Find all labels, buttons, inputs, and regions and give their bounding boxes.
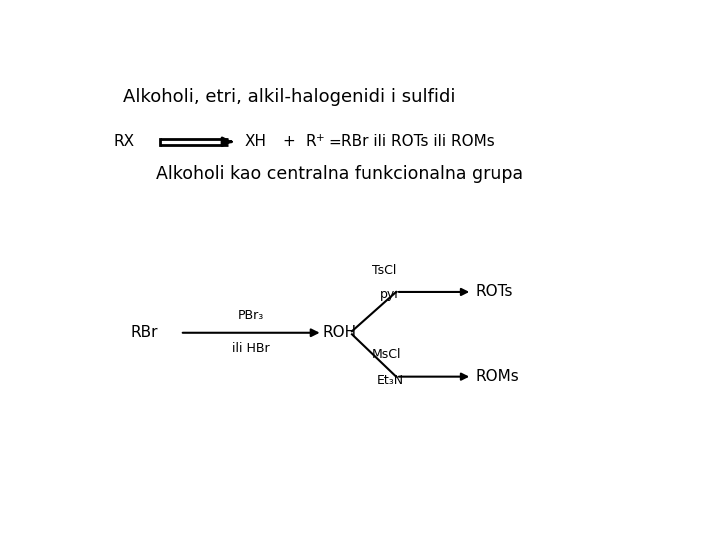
Text: ROTs: ROTs: [476, 285, 513, 300]
Text: pyr: pyr: [379, 288, 400, 301]
Text: Et₃N: Et₃N: [377, 374, 403, 387]
Text: +: +: [282, 134, 295, 149]
Text: =: =: [328, 134, 341, 149]
Text: ROMs: ROMs: [476, 369, 520, 384]
Text: Alkoholi, etri, alkil-halogenidi i sulfidi: Alkoholi, etri, alkil-halogenidi i sulfi…: [122, 88, 455, 106]
Text: RBr ili ROTs ili ROMs: RBr ili ROTs ili ROMs: [341, 134, 495, 149]
Text: Alkoholi kao centralna funkcionalna grupa: Alkoholi kao centralna funkcionalna grup…: [156, 165, 523, 183]
Text: ROH: ROH: [323, 325, 356, 340]
Text: ili HBr: ili HBr: [233, 342, 270, 355]
Text: MsCl: MsCl: [372, 348, 402, 361]
Text: +: +: [315, 133, 324, 143]
Text: TsCl: TsCl: [372, 264, 397, 276]
Text: R: R: [305, 134, 316, 149]
Text: XH: XH: [245, 134, 267, 149]
Text: RBr: RBr: [131, 325, 158, 340]
Text: PBr₃: PBr₃: [238, 309, 264, 322]
Text: RX: RX: [113, 134, 135, 149]
